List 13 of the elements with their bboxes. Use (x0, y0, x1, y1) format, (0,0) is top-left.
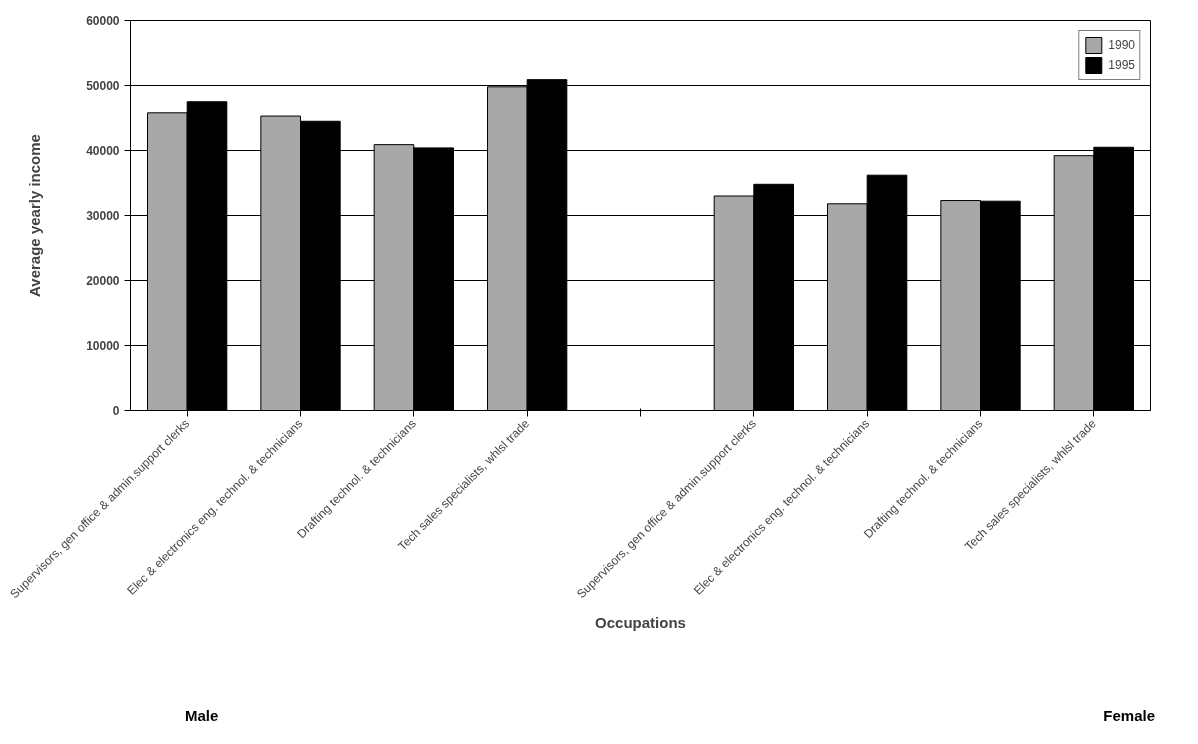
y-tick-label: 40000 (86, 144, 120, 158)
y-tick-label: 60000 (86, 14, 120, 28)
y-axis-title: Average yearly income (26, 134, 44, 297)
y-tick-label: 50000 (86, 79, 120, 93)
x-axis-title: Occupations (595, 614, 686, 632)
legend-label: 1995 (1108, 58, 1135, 72)
y-tick-label: 10000 (86, 339, 120, 353)
text: Female (1103, 706, 1155, 726)
y-tick-label: 0 (112, 404, 120, 418)
text: Male (185, 706, 219, 726)
y-tick-label: 20000 (86, 274, 120, 288)
y-tick-label: 30000 (86, 209, 120, 223)
legend-label: 1990 (1108, 38, 1135, 52)
